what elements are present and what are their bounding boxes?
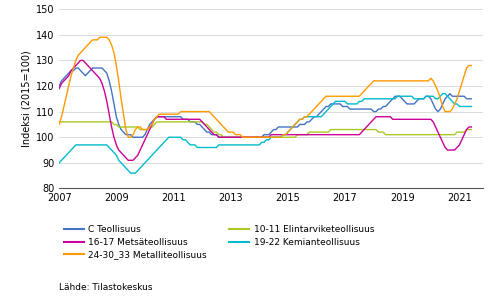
19-22 Kemianteollisuus <box>280 133 286 136</box>
24-30_33 Metalliteollisuus <box>102 36 107 39</box>
16-17 Metsäteollisuus <box>282 133 288 136</box>
C Teollisuus <box>366 107 372 111</box>
16-17 Metsäteollisuus <box>77 59 83 62</box>
10-11 Elintarviketeollisuus <box>363 128 369 131</box>
16-17 Metsäteollisuus <box>56 87 62 90</box>
19-22 Kemianteollisuus <box>363 97 369 101</box>
24-30_33 Metalliteollisuus <box>73 59 79 62</box>
Y-axis label: Indeksi (2015=100): Indeksi (2015=100) <box>22 50 32 147</box>
16-17 Metsäteollisuus <box>125 158 131 162</box>
Legend: C Teollisuus, 16-17 Metsäteollisuus, 24-30_33 Metalliteollisuus, 10-11 Elintarvi: C Teollisuus, 16-17 Metsäteollisuus, 24-… <box>64 225 374 260</box>
19-22 Kemianteollisuus <box>128 171 134 175</box>
C Teollisuus <box>75 66 81 70</box>
Text: Lähde: Tilastokeskus: Lähde: Tilastokeskus <box>59 283 153 292</box>
19-22 Kemianteollisuus <box>61 156 67 160</box>
16-17 Metsäteollisuus <box>102 89 107 93</box>
16-17 Metsäteollisuus <box>333 133 339 136</box>
16-17 Metsäteollisuus <box>366 123 372 126</box>
19-22 Kemianteollisuus <box>330 102 336 106</box>
C Teollisuus <box>61 77 67 80</box>
24-30_33 Metalliteollisuus <box>125 135 131 139</box>
24-30_33 Metalliteollisuus <box>56 123 62 126</box>
10-11 Elintarviketeollisuus <box>220 135 226 139</box>
C Teollisuus <box>102 69 107 72</box>
10-11 Elintarviketeollisuus <box>280 135 286 139</box>
Line: 16-17 Metsäteollisuus: 16-17 Metsäteollisuus <box>59 60 471 160</box>
24-30_33 Metalliteollisuus <box>468 64 474 67</box>
10-11 Elintarviketeollisuus <box>56 120 62 124</box>
C Teollisuus <box>333 102 339 106</box>
Line: 19-22 Kemianteollisuus: 19-22 Kemianteollisuus <box>59 94 471 173</box>
10-11 Elintarviketeollisuus <box>73 120 79 124</box>
24-30_33 Metalliteollisuus <box>366 84 372 88</box>
10-11 Elintarviketeollisuus <box>61 120 67 124</box>
16-17 Metsäteollisuus <box>73 64 79 67</box>
C Teollisuus <box>282 125 288 129</box>
Line: 24-30_33 Metalliteollisuus: 24-30_33 Metalliteollisuus <box>59 37 471 137</box>
C Teollisuus <box>130 135 136 139</box>
16-17 Metsäteollisuus <box>468 125 474 129</box>
24-30_33 Metalliteollisuus <box>282 133 288 136</box>
10-11 Elintarviketeollisuus <box>99 120 105 124</box>
16-17 Metsäteollisuus <box>61 79 67 83</box>
19-22 Kemianteollisuus <box>99 143 105 147</box>
C Teollisuus <box>73 66 79 70</box>
C Teollisuus <box>468 97 474 101</box>
Line: C Teollisuus: C Teollisuus <box>59 68 471 137</box>
19-22 Kemianteollisuus <box>56 161 62 165</box>
10-11 Elintarviketeollisuus <box>330 128 336 131</box>
19-22 Kemianteollisuus <box>73 143 79 147</box>
C Teollisuus <box>56 84 62 88</box>
10-11 Elintarviketeollisuus <box>468 128 474 131</box>
24-30_33 Metalliteollisuus <box>97 36 103 39</box>
Line: 10-11 Elintarviketeollisuus: 10-11 Elintarviketeollisuus <box>59 122 471 137</box>
19-22 Kemianteollisuus <box>440 92 446 95</box>
24-30_33 Metalliteollisuus <box>61 105 67 108</box>
24-30_33 Metalliteollisuus <box>333 95 339 98</box>
19-22 Kemianteollisuus <box>468 105 474 108</box>
